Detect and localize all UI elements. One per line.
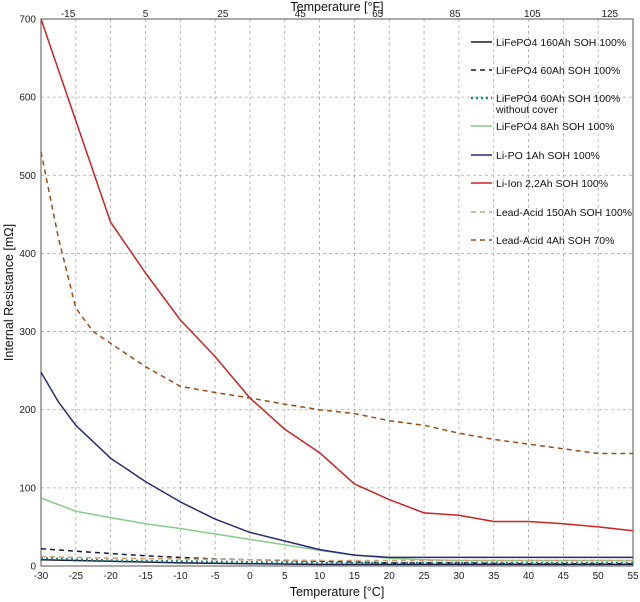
x-tick-label: 5 [282,571,288,582]
x2-tick-label: 65 [372,9,384,20]
x2-axis-label: Temperature [°F] [290,0,383,14]
x-tick-label: 30 [453,571,465,582]
series-line [40,497,633,562]
x-tick-label: 0 [247,571,253,582]
x-tick-label: 40 [523,571,535,582]
legend-label: Li-PO 1Ah SOH 100% [496,150,600,162]
x-tick-label: 50 [593,571,605,582]
legend-label: LiFePO4 160Ah SOH 100% [496,37,626,49]
series-line [40,151,633,455]
x-tick-label: 35 [488,571,500,582]
legend-label: LiFePO4 8Ah SOH 100% [496,121,614,133]
y-axis-label: Internal Resistance [mΩ] [2,224,16,361]
legend-label-2: without cover [495,104,558,116]
x-tick-label: 25 [418,571,430,582]
legend-label: Lead-Acid 150Ah SOH 100% [496,207,632,219]
y-tick-label: 0 [30,562,36,573]
x2-tick-label: 105 [524,9,541,20]
x-tick-label: -15 [138,571,153,582]
x-tick-label: -5 [211,571,220,582]
tick-labels: -30 -25 -20 -15 -10 -5 0 5 10 15 20 25 30 35 40 45 50 550… [19,9,639,582]
legend-label: LiFePO4 60Ah SOH 100% [496,65,620,77]
series-line [40,555,633,562]
x-tick-label: 20 [384,571,396,582]
x2-tick-label: 125 [601,9,618,20]
y-tick-label: 600 [19,93,36,104]
x-tick-label: -30 [34,571,49,582]
x-tick-label: -10 [173,571,188,582]
y-tick-label: 400 [19,249,36,260]
x2-tick-label: 25 [217,9,229,20]
legend-label: LiFePO4 60Ah SOH 100% [496,93,620,105]
legend: LiFePO4 160Ah SOH 100% LiFePO4 60Ah SOH 1… [471,37,632,247]
series-layer [40,18,634,566]
series-line [40,558,633,566]
x-tick-label: -25 [69,571,84,582]
y-tick-label: 200 [19,405,36,416]
series-line [40,18,634,532]
y-tick-label: 300 [19,327,36,338]
x-tick-label: 45 [558,571,570,582]
x-tick-label: 10 [314,571,326,582]
legend-label: Li-Ion 2,2Ah SOH 100% [496,178,608,190]
x-tick-label: 15 [349,571,361,582]
x-axis-label: Temperature [°C] [290,585,385,599]
x2-tick-label: 85 [449,9,461,20]
x-tick-label: 55 [627,571,639,582]
x2-tick-label: -15 [61,9,76,20]
x2-tick-label: 45 [295,9,307,20]
plot-frame [40,18,634,567]
legend-label: Lead-Acid 4Ah SOH 70% [496,235,614,247]
y-tick-label: 700 [19,15,36,26]
x-tick-label: -20 [103,571,118,582]
series-line [40,371,633,559]
y-tick-label: 100 [19,483,36,494]
x2-tick-label: 5 [143,9,149,20]
y-tick-label: 500 [19,171,36,182]
